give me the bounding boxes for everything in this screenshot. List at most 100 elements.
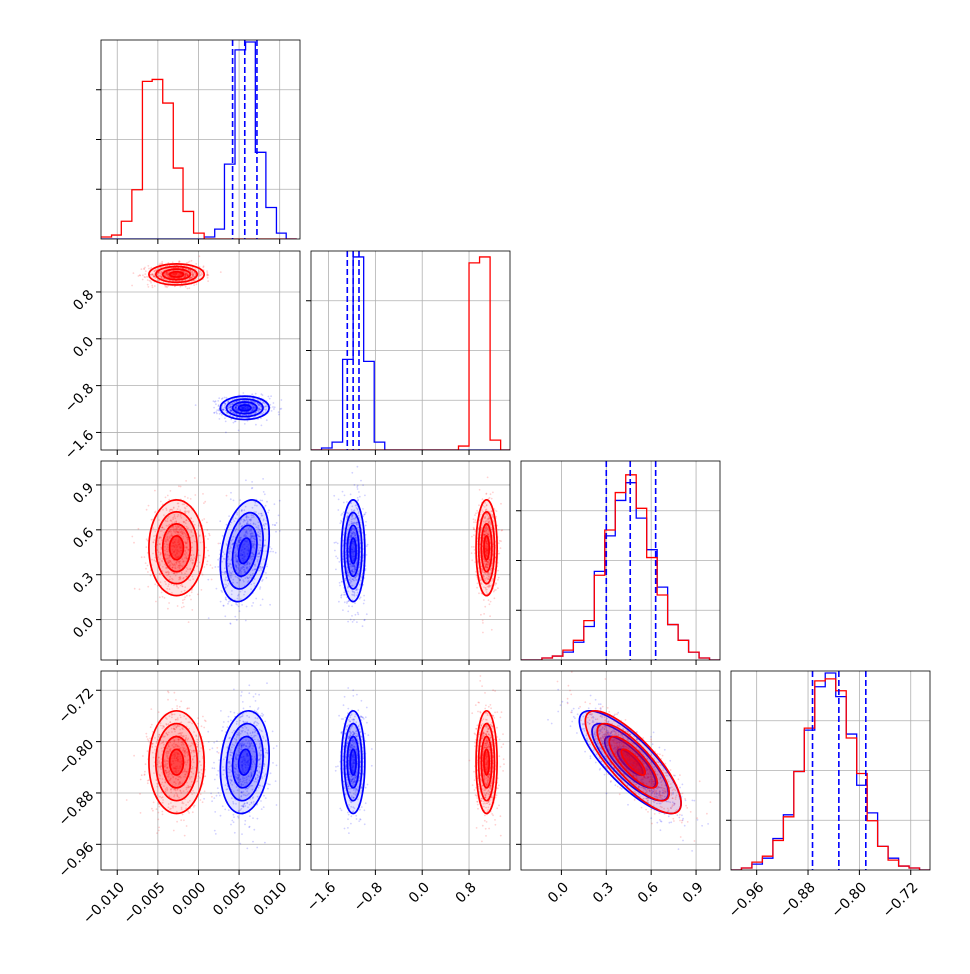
scatter-point xyxy=(170,490,172,492)
scatter-point xyxy=(144,774,146,776)
scatter-point xyxy=(210,793,212,795)
scatter-point xyxy=(141,268,143,270)
scatter-point xyxy=(161,592,163,594)
scatter-point xyxy=(241,691,243,693)
scatter-point xyxy=(202,716,204,718)
scatter-point xyxy=(157,819,159,821)
scatter-point xyxy=(200,793,202,795)
scatter-point xyxy=(274,406,276,408)
scatter-point xyxy=(220,271,222,273)
scatter-point xyxy=(140,812,142,814)
scatter-point xyxy=(184,496,186,498)
scatter-point xyxy=(134,588,136,590)
scatter-point xyxy=(227,603,229,605)
scatter-point xyxy=(150,267,152,269)
scatter-point xyxy=(142,274,144,276)
scatter-point xyxy=(246,848,248,850)
scatter-point xyxy=(218,792,220,794)
scatter-point xyxy=(249,815,251,817)
scatter-point xyxy=(366,545,368,547)
scatter-point xyxy=(272,731,274,733)
scatter-point xyxy=(270,395,272,397)
scatter-point xyxy=(233,814,235,816)
scatter-point xyxy=(351,472,353,474)
scatter-point xyxy=(217,770,219,772)
scatter-point xyxy=(183,819,185,821)
scatter-point xyxy=(261,580,263,582)
scatter-point xyxy=(155,511,157,513)
scatter-point xyxy=(182,602,184,604)
scatter-point xyxy=(353,619,355,621)
scatter-point xyxy=(205,535,207,537)
scatter-point xyxy=(224,417,226,419)
scatter-point xyxy=(168,692,170,694)
scatter-point xyxy=(228,515,230,517)
scatter-point xyxy=(164,597,166,599)
scatter-point xyxy=(337,543,339,545)
scatter-point xyxy=(181,607,183,609)
scatter-point xyxy=(206,522,208,524)
scatter-point xyxy=(228,809,230,811)
scatter-point xyxy=(206,270,208,272)
scatter-point xyxy=(273,408,275,410)
scatter-point xyxy=(242,392,244,394)
scatter-point xyxy=(167,495,169,497)
scatter-point xyxy=(236,604,238,606)
scatter-point xyxy=(167,699,169,701)
scatter-point xyxy=(145,562,147,564)
scatter-point xyxy=(174,692,176,694)
scatter-point xyxy=(337,509,339,511)
scatter-point xyxy=(208,617,210,619)
scatter-point xyxy=(222,805,224,807)
scatter-point xyxy=(215,400,217,402)
scatter-point xyxy=(335,569,337,571)
scatter-point xyxy=(145,270,147,272)
scatter-point xyxy=(207,529,209,531)
scatter-point xyxy=(245,479,247,481)
scatter-point xyxy=(265,797,267,799)
scatter-point xyxy=(161,262,163,264)
scatter-point xyxy=(253,696,255,698)
scatter-point xyxy=(352,621,354,623)
scatter-point xyxy=(145,733,147,735)
scatter-point xyxy=(162,596,164,598)
scatter-point xyxy=(246,606,248,608)
scatter-point xyxy=(221,591,223,593)
scatter-point xyxy=(252,841,254,843)
scatter-point xyxy=(141,774,143,776)
scatter-point xyxy=(244,820,246,822)
scatter-point xyxy=(207,277,209,279)
scatter-point xyxy=(147,265,149,267)
scatter-point xyxy=(225,421,227,423)
scatter-point xyxy=(363,603,365,605)
scatter-point xyxy=(238,606,240,608)
scatter-point xyxy=(245,620,247,622)
scatter-point xyxy=(216,751,218,753)
scatter-point xyxy=(212,747,214,749)
scatter-point xyxy=(156,832,158,834)
scatter-point xyxy=(207,550,209,552)
scatter-point xyxy=(133,542,135,544)
scatter-point xyxy=(189,595,191,597)
scatter-point xyxy=(200,799,202,801)
scatter-point xyxy=(233,422,235,424)
scatter-point xyxy=(150,708,152,710)
scatter-point xyxy=(207,731,209,733)
scatter-point xyxy=(238,430,240,432)
scatter-point xyxy=(211,800,213,802)
scatter-point xyxy=(176,821,178,823)
scatter-point xyxy=(203,502,205,504)
scatter-point xyxy=(188,621,190,623)
scatter-point xyxy=(357,500,359,502)
scatter-point xyxy=(218,404,220,406)
scatter-point xyxy=(276,765,278,767)
scatter-point xyxy=(212,767,214,769)
scatter-point xyxy=(204,790,206,792)
scatter-point xyxy=(216,588,218,590)
histogram-panel-2 xyxy=(306,251,510,455)
scatter-point xyxy=(219,795,221,797)
scatter-point xyxy=(131,285,133,287)
scatter-point xyxy=(270,551,272,553)
scatter-point xyxy=(341,581,343,583)
